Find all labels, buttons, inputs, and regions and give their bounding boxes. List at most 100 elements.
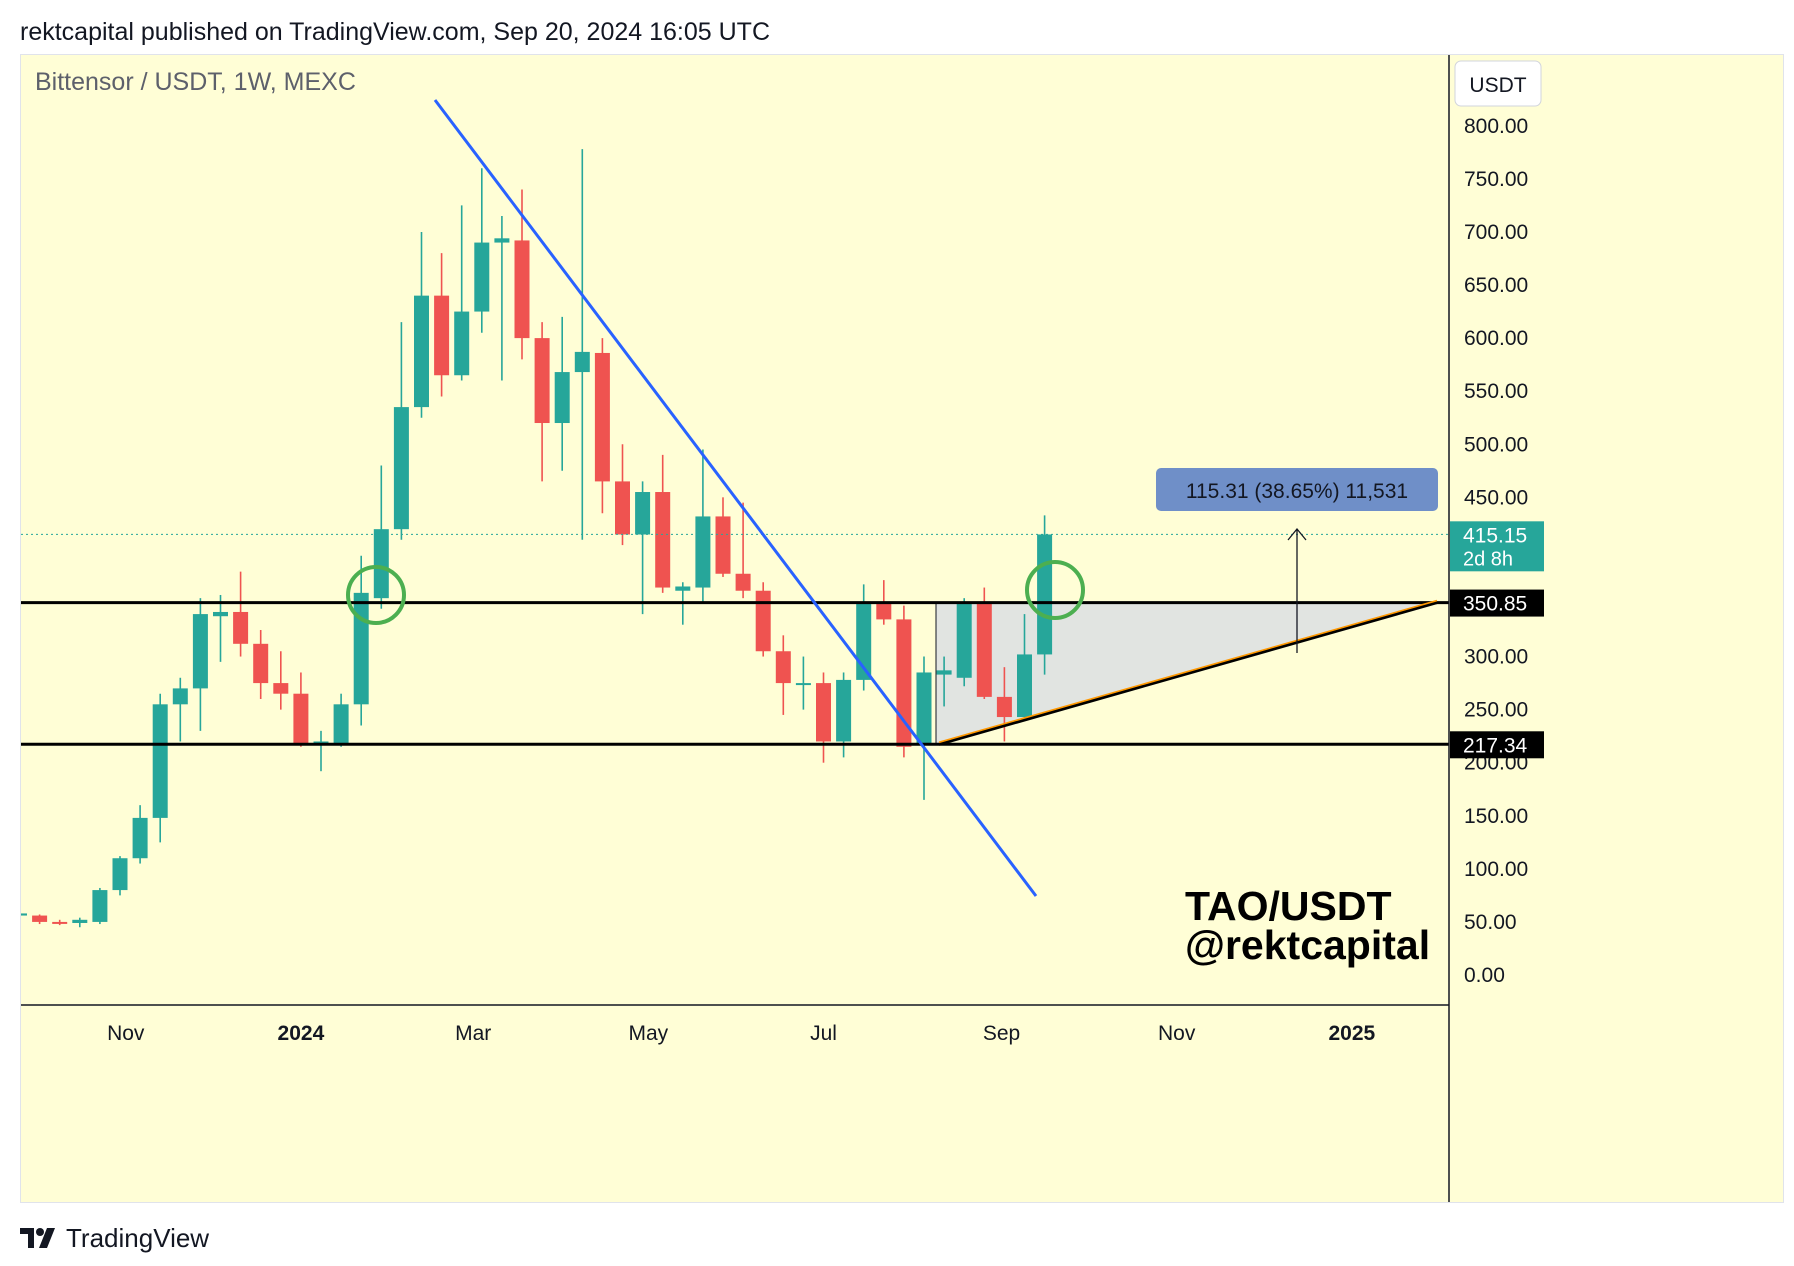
candles-layer [0,149,1053,928]
last-price-tag-box [1450,521,1544,572]
y-tick-label: 600.00 [1464,327,1528,350]
y-tick-label: 300.00 [1464,646,1528,669]
candle-bull[interactable] [675,586,691,591]
candle-bear[interactable] [655,492,671,588]
candle-bull[interactable] [353,592,369,705]
candle-bear[interactable] [293,693,309,744]
candle-bear[interactable] [735,573,751,591]
y-tick-label: 750.00 [1464,168,1528,191]
candle-bear[interactable] [434,295,450,376]
candle-bear[interactable] [615,481,630,535]
y-tick-label: 100.00 [1464,858,1528,881]
candle-bear[interactable] [52,921,68,924]
support-tag-box [1450,731,1544,759]
candle-bull[interactable] [12,913,27,916]
candle-bull[interactable] [373,529,389,599]
y-tick-label: 650.00 [1464,274,1528,297]
candle-bear[interactable] [816,683,831,742]
y-tick-label: 0.00 [1464,964,1505,987]
candle-bull[interactable] [474,242,490,312]
candle-bull[interactable] [92,890,108,922]
candle-bear[interactable] [273,683,289,694]
resistance-tag-box [1450,589,1544,617]
measure-arrow-head-icon [1287,527,1307,541]
symbol-title: Bittensor / USDT, 1W, MEXC [35,68,356,96]
candle-bull[interactable] [1017,654,1032,718]
candle-bear[interactable] [775,651,791,684]
candle-bull[interactable] [414,295,429,408]
measure-label-box [1156,468,1438,511]
candle-bull[interactable] [695,516,711,588]
candle-bull[interactable] [635,492,651,535]
candle-bear[interactable] [976,603,992,697]
ascending-support-line[interactable] [938,599,1438,744]
chart-frame[interactable]: 115.31 (38.65%) 11,531 USDT 800.00 750.00 7… [0,54,1784,1203]
y-tick-label: 700.00 [1464,221,1528,244]
breakout-circle-jan [346,565,406,625]
candle-bull[interactable] [836,679,852,742]
tradingview-logo-icon [20,1228,55,1248]
candle-bull[interactable] [333,704,349,744]
candle-bear[interactable] [715,516,731,574]
measure-label: 115.31 (38.65%) 11,531 [1186,480,1408,503]
y-tick-label: 800.00 [1464,115,1528,138]
tradingview-brand: TradingView [66,1222,210,1253]
candle-bull[interactable] [936,670,952,675]
x-tick-label: Nov [1158,1022,1196,1045]
breakout-circle-sep [1025,560,1085,620]
descending-trendline[interactable] [433,99,1038,897]
candle-bull[interactable] [956,603,972,678]
candle-bull[interactable] [112,858,128,891]
x-tick-label: 2025 [1328,1022,1375,1045]
y-tick-label: 50.00 [1464,911,1517,934]
candle-bear[interactable] [534,338,550,424]
candle-bull[interactable] [172,688,188,705]
candle-bear[interactable] [876,603,892,620]
x-tick-label: Mar [455,1022,491,1045]
candle-bull[interactable] [213,611,228,617]
candle-bear[interactable] [755,590,771,652]
candle-bull[interactable] [132,817,148,859]
candle-bear[interactable] [996,696,1012,718]
y-tick-label: 450.00 [1464,486,1528,509]
candle-bull[interactable] [916,672,932,744]
resistance-tag: 350.85 [1463,593,1527,616]
candle-bull[interactable] [313,741,329,744]
currency-button[interactable]: USDT [1469,74,1526,97]
drawing-layer: 115.31 (38.65%) 11,531 [21,99,1449,897]
candle-bull[interactable] [795,683,811,686]
candle-bull[interactable] [1037,534,1053,655]
footer[interactable]: TradingView [20,1220,209,1256]
candle-bull[interactable] [72,919,88,923]
candle-bull[interactable] [454,311,470,376]
watermark-author: @rektcapital [1185,922,1430,968]
candle-bull[interactable] [152,704,168,818]
currency-button-box[interactable] [1454,60,1542,107]
candle-bear[interactable] [594,352,610,482]
candle-bull[interactable] [574,351,590,373]
candle-bull[interactable] [393,407,409,530]
chart-svg[interactable]: 115.31 (38.65%) 11,531 USDT 800.00 750.00 7… [0,55,1783,1202]
candle-bear[interactable] [514,240,530,339]
y-tick-label: 500.00 [1464,433,1528,456]
y-tick-label: 250.00 [1464,699,1528,722]
watermark-pair: TAO/USDT [1185,883,1392,929]
candle-bull[interactable] [192,614,208,689]
last-price-tag: 415.15 [1463,524,1527,547]
x-tick-label: Nov [107,1022,145,1045]
x-tick-label: Jul [810,1022,837,1045]
candle-bear[interactable] [253,643,269,684]
candle-bull[interactable] [554,372,570,424]
publisher-header: rektcapital published on TradingView.com… [20,18,770,46]
x-tick-label: May [628,1022,668,1045]
axes-layer: USDT 800.00 750.00 700.00 650.00 600.00 550.00… [21,55,1544,1202]
y-tick-label: 150.00 [1464,805,1528,828]
y-tick-label: 550.00 [1464,380,1528,403]
ascending-line-shadow [938,601,1438,746]
x-tick-label: 2024 [278,1022,325,1045]
candle-bull[interactable] [494,238,510,243]
candle-bear[interactable] [32,915,48,922]
support-tag: 217.34 [1463,734,1528,757]
candle-bear[interactable] [233,611,249,644]
last-price-tag-countdown: 2d 8h [1463,548,1513,570]
